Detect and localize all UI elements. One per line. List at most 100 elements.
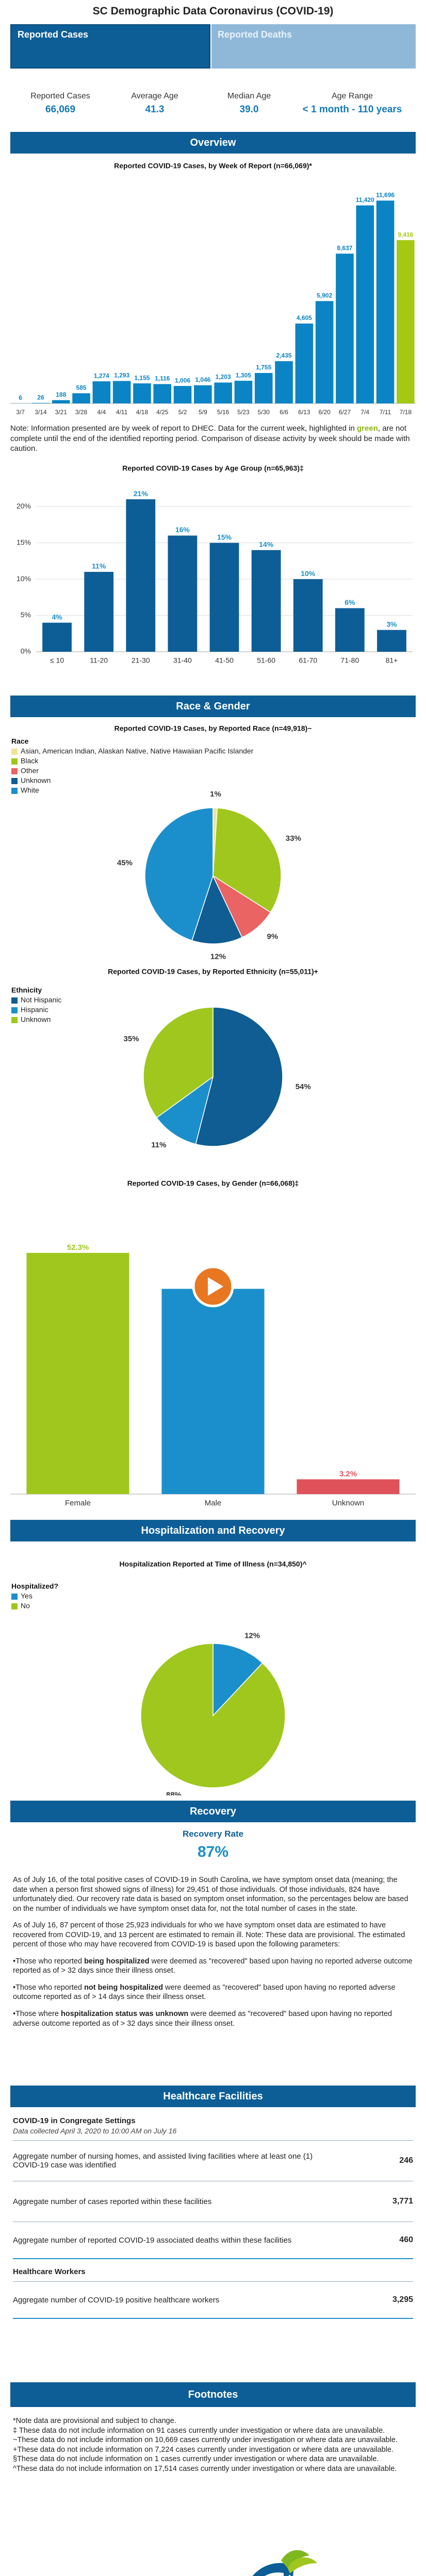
value-label: 14% xyxy=(259,540,274,548)
bar xyxy=(214,382,232,403)
stat-row: Aggregate number of reported COVID-19 as… xyxy=(13,2222,413,2259)
x-tick-label: 6/6 xyxy=(280,409,288,416)
recovery-text: As of July 16, of the total positive cas… xyxy=(13,1875,413,2036)
footnote: ^These data do not include information o… xyxy=(13,2464,397,2473)
row-value: 3,295 xyxy=(392,2295,413,2304)
legend-swatch xyxy=(11,758,18,765)
x-tick-label: 6/20 xyxy=(318,409,331,416)
value-label: 4,605 xyxy=(297,314,312,321)
bar xyxy=(26,1252,129,1494)
legend-swatch xyxy=(11,768,18,774)
legend-swatch xyxy=(11,1594,18,1600)
x-tick-label: 3/14 xyxy=(35,409,47,416)
value-label: 8,637 xyxy=(337,244,352,251)
bar xyxy=(336,253,354,403)
x-tick-label: Unknown xyxy=(332,1499,365,1507)
stat-label: Age Range xyxy=(331,92,373,100)
x-tick-label: 41-50 xyxy=(215,656,234,665)
x-tick-label: 3/7 xyxy=(16,409,25,416)
legend-label: Unknown xyxy=(21,1015,51,1024)
race-chart: Reported COVID-19 Cases, by Reported Rac… xyxy=(11,724,312,961)
text: were deemed as "recovered" based upon ha… xyxy=(13,1957,413,1975)
stat-row: Aggregate number of cases reported withi… xyxy=(13,2181,413,2222)
legend-title: Ethnicity xyxy=(11,986,42,994)
value-label: 21% xyxy=(134,489,149,498)
note-highlight: green xyxy=(357,424,378,433)
value-label: 1,305 xyxy=(236,371,251,379)
chart-title: Reported COVID-19 Cases, by Gender (n=66… xyxy=(127,1179,299,1188)
recovery-title: Recovery Rate xyxy=(182,1829,244,1839)
tab-inactive[interactable]: Reported Deaths xyxy=(211,24,416,69)
value-label: 1,755 xyxy=(256,364,271,371)
legend-label: Unknown xyxy=(21,776,51,785)
tab-label[interactable]: Reported Deaths xyxy=(218,29,292,40)
bar xyxy=(153,384,172,403)
x-tick-label: Male xyxy=(205,1499,222,1507)
tab-label[interactable]: Reported Cases xyxy=(18,29,89,40)
y-tick-label: 10% xyxy=(17,574,31,583)
bar xyxy=(315,301,334,403)
text: •Those where xyxy=(13,2010,61,2019)
stat-value: 39.0 xyxy=(239,104,259,115)
section-banner: Overview xyxy=(10,132,416,154)
recovery-rate: 87% xyxy=(197,1843,229,1860)
legend-swatch xyxy=(11,1603,18,1609)
legend-swatch xyxy=(11,749,18,755)
value-label: 1,203 xyxy=(216,374,231,381)
section-banner: Footnotes xyxy=(10,2382,416,2407)
section-banner: Healthcare Facilities xyxy=(10,2086,416,2107)
bold-text: not being hospitalized xyxy=(84,1983,163,1992)
value-label: 188 xyxy=(56,391,66,398)
legend-swatch xyxy=(11,1017,18,1023)
slice-label: 33% xyxy=(286,834,301,843)
bar xyxy=(356,205,374,403)
tab-active[interactable]: Reported Cases xyxy=(10,24,210,69)
section-banner: Race & Gender xyxy=(10,696,416,717)
legend-swatch xyxy=(11,997,18,1004)
pie-slice xyxy=(156,1076,214,1145)
play-icon[interactable] xyxy=(208,1277,223,1296)
age-chart: Reported COVID-19 Cases by Age Group (n=… xyxy=(17,464,413,665)
text: were deemed as "recovered" based upon ha… xyxy=(13,2010,392,2028)
gender-chart: Reported COVID-19 Cases, by Gender (n=66… xyxy=(10,1179,416,1507)
slice-label: 45% xyxy=(117,858,133,867)
value-label: 15% xyxy=(217,533,232,541)
legend-swatch xyxy=(11,1007,18,1013)
stat-row: Aggregate number of COVID-19 positive he… xyxy=(13,2282,413,2319)
value-label: 11% xyxy=(92,562,106,570)
x-tick-label: 4/25 xyxy=(156,409,169,416)
value-label: 1,293 xyxy=(114,372,129,379)
value-label: 2,435 xyxy=(276,352,292,359)
logo-trunk xyxy=(284,2571,289,2576)
slice-label: 35% xyxy=(124,1035,139,1043)
x-tick-label: 71-80 xyxy=(340,656,359,665)
value-label: 11,696 xyxy=(376,192,395,199)
value-label: 1,116 xyxy=(155,375,170,382)
section-banner: Hospitalization and Recovery xyxy=(10,1520,416,1541)
x-tick-label: Female xyxy=(65,1499,91,1507)
x-tick-label: 5/30 xyxy=(258,409,270,416)
footnote: +These data do not include information o… xyxy=(13,2445,394,2454)
stat-value: < 1 month - 110 years xyxy=(302,104,402,115)
x-tick-label: 51-60 xyxy=(257,656,275,665)
stat-row: Aggregate number of nursing homes, and a… xyxy=(13,2141,413,2181)
week-chart: Reported COVID-19 Cases, by Week of Repo… xyxy=(10,162,416,416)
x-tick-label: 7/18 xyxy=(400,409,412,416)
stat: Median Age 39.0 xyxy=(198,92,301,115)
pie-slice xyxy=(144,807,214,941)
chart-title: Hospitalization Reported at Time of Illn… xyxy=(119,1560,306,1568)
bar xyxy=(335,608,365,652)
x-tick-label: 5/23 xyxy=(237,409,250,416)
bar xyxy=(377,630,406,652)
bar xyxy=(52,400,70,403)
video-play-overlay[interactable] xyxy=(191,1265,235,1308)
healthcare-block: COVID-19 in Congregate Settings Data col… xyxy=(13,2116,413,2319)
x-tick-label: 6/27 xyxy=(339,409,351,416)
legend-title: Race xyxy=(11,737,29,745)
bar xyxy=(251,550,281,652)
paragraph: As of July 16, 87 percent of those 25,92… xyxy=(13,1921,405,1949)
value-label: 26 xyxy=(37,394,44,401)
bar xyxy=(397,240,415,403)
bar xyxy=(168,535,198,652)
value-label: 16% xyxy=(175,526,190,534)
